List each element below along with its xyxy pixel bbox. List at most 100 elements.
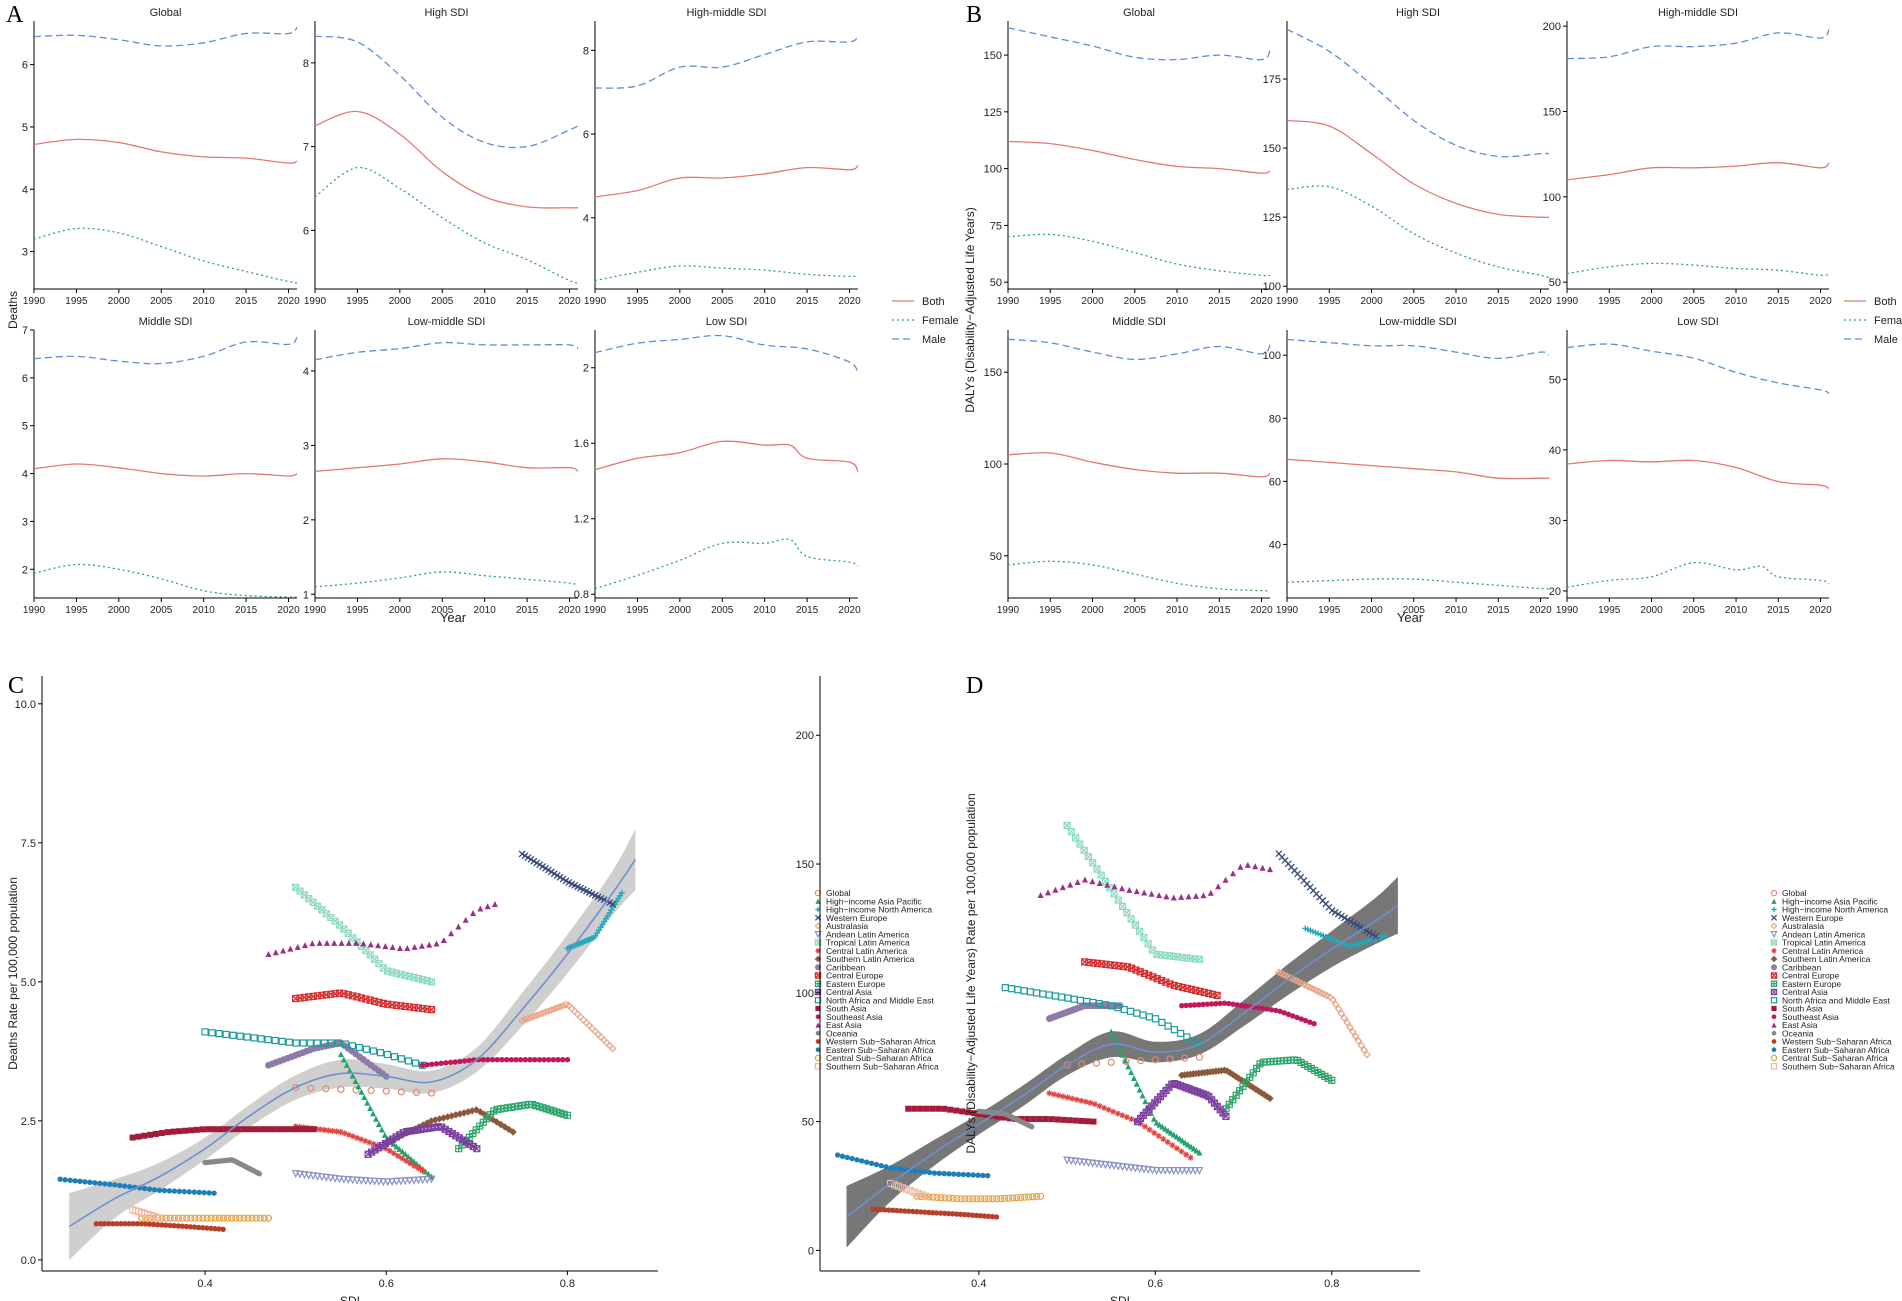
marker <box>203 1214 211 1222</box>
y-tick-label: 0.0 <box>21 1255 36 1267</box>
marker <box>1770 914 1778 921</box>
marker <box>1075 1158 1084 1167</box>
legend-label-tropical-latin-america: Tropical Latin America <box>1782 938 1866 948</box>
marker <box>815 1030 821 1036</box>
marker <box>1052 886 1059 893</box>
marker <box>236 1214 244 1222</box>
marker <box>1181 1054 1189 1062</box>
series-line-male <box>1566 343 1830 395</box>
marker <box>390 1150 397 1157</box>
marker <box>383 1050 392 1059</box>
marker <box>1161 1166 1170 1175</box>
marker <box>815 1047 821 1053</box>
legend-label-southern-latin-america: Southern Latin America <box>826 954 915 964</box>
marker <box>306 1039 314 1047</box>
marker <box>1350 919 1358 927</box>
marker <box>1187 1002 1194 1008</box>
marker <box>863 1159 870 1165</box>
marker <box>396 944 403 951</box>
marker <box>933 1210 940 1216</box>
marker <box>527 1013 535 1022</box>
marker <box>1081 876 1088 883</box>
y-tick-label: 3 <box>22 516 28 528</box>
marker <box>878 1206 884 1213</box>
series-australasia <box>518 1000 617 1053</box>
y-tick-label: 150 <box>984 367 1002 379</box>
marker <box>1131 1164 1140 1173</box>
marker <box>541 1056 547 1063</box>
marker <box>208 1029 216 1037</box>
marker <box>193 1126 200 1133</box>
marker <box>618 889 625 896</box>
marker <box>229 1031 237 1039</box>
series-line-male <box>1566 29 1830 60</box>
series-southern-latin-america <box>1178 1066 1274 1103</box>
series-line-female <box>33 563 298 598</box>
marker <box>961 1211 968 1218</box>
marker <box>1337 1009 1346 1018</box>
marker <box>814 931 822 939</box>
series-eastern-sub-saharan-africa <box>834 1152 991 1179</box>
marker <box>1116 1002 1124 1010</box>
marker <box>246 1126 253 1133</box>
x-tick-label: 0.6 <box>379 1278 394 1290</box>
marker <box>1217 1000 1223 1007</box>
marker <box>394 1152 401 1159</box>
marker <box>403 1157 410 1164</box>
marker <box>1178 893 1185 900</box>
marker <box>814 889 822 897</box>
marker <box>532 1011 541 1020</box>
marker <box>1770 889 1778 897</box>
marker <box>1238 1002 1245 1009</box>
marker <box>364 1099 371 1106</box>
facet-low-middle-sdi: Low-middle SDI 40 60 80 100 1990 1995 2000 2005 2… <box>1263 316 1552 616</box>
marker <box>1082 1098 1089 1105</box>
marker <box>1229 870 1236 877</box>
y-tick-label: 5.0 <box>21 977 36 989</box>
marker <box>1060 1093 1067 1100</box>
marker <box>232 1214 240 1222</box>
y-tick-label: 40 <box>1549 445 1561 457</box>
marker <box>411 1059 420 1067</box>
legend-label-high-income-north-america: High−income North America <box>826 905 932 915</box>
x-tick-label: 0.8 <box>560 1278 575 1290</box>
x-tick-label: 2005 <box>431 605 454 616</box>
marker <box>1179 1137 1186 1144</box>
marker <box>188 1127 195 1134</box>
facet-global: Global 3 4 5 6 1990 1995 2000 2005 2010 2015 2020 <box>22 7 300 307</box>
marker <box>240 1214 248 1222</box>
y-tick-label: 2 <box>303 515 309 527</box>
marker <box>969 1212 976 1218</box>
marker <box>1381 933 1388 940</box>
marker <box>484 903 491 910</box>
marker <box>911 1105 918 1112</box>
marker <box>1770 988 1778 996</box>
marker <box>977 1195 985 1203</box>
marker <box>1132 1117 1139 1124</box>
marker <box>947 1106 954 1113</box>
marker <box>989 1195 997 1203</box>
marker <box>316 939 323 946</box>
marker <box>176 1128 183 1135</box>
smooth-trend-line <box>846 904 1399 1218</box>
marker <box>97 1221 104 1227</box>
series-eastern-sub-saharan-africa <box>57 1176 217 1196</box>
marker <box>399 1148 406 1155</box>
facet-title: High-middle SDI <box>1658 7 1738 19</box>
marker <box>236 1032 244 1040</box>
x-tick-label: 2005 <box>1124 296 1147 307</box>
marker <box>223 1214 232 1222</box>
marker <box>1141 889 1148 896</box>
marker <box>1036 1192 1045 1200</box>
legend-label-global: Global <box>826 888 851 898</box>
marker <box>1151 1015 1160 1023</box>
marker <box>320 1039 328 1047</box>
marker <box>1158 1018 1166 1026</box>
y-tick-label: 7 <box>303 142 309 154</box>
facet-middle-sdi: Middle SDI 2 3 4 5 6 7 1990 1995 2000 2005 2010 2015… <box>22 316 300 616</box>
marker <box>564 1056 571 1063</box>
series-line-both <box>33 138 298 164</box>
marker <box>1017 1193 1025 1202</box>
marker <box>1054 1116 1061 1123</box>
marker <box>1037 891 1044 898</box>
